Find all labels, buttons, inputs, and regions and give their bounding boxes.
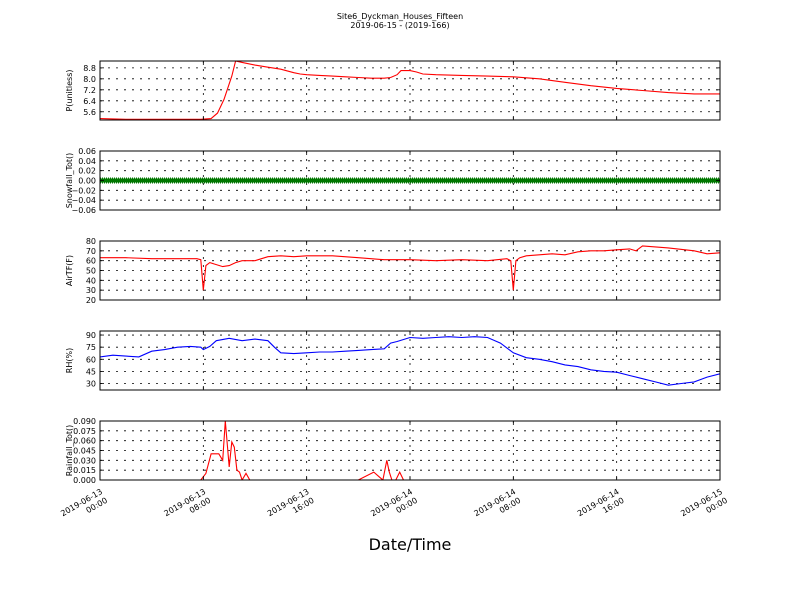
y-tick-label: 0.00 (78, 177, 96, 186)
y-tick-label: −0.04 (71, 196, 96, 205)
panel-0: 5.6 6.4 7.2 8.0 8.8 P(unitless) (65, 60, 721, 121)
x-tick-label: 2019-06-1408:00 (473, 487, 523, 527)
panel-3: 30 45 60 75 90 RH(%) (65, 330, 721, 391)
y-tick-label: 60 (86, 355, 96, 364)
y-axis-label: Snowfall_Tot() (65, 153, 74, 209)
x-tick-label: 2019-06-1500:00 (679, 487, 729, 527)
y-tick-label: 7.2 (83, 86, 96, 95)
panel-1: −0.06−0.04−0.020.000.020.040.06 Snowfall_… (65, 147, 721, 215)
y-tick-label: 8.0 (83, 75, 96, 84)
x-tick-label: 2019-06-1316:00 (266, 487, 316, 527)
y-tick-label: 0.000 (73, 476, 96, 485)
y-tick-label: 90 (86, 331, 96, 340)
x-tick-label: 2019-06-1308:00 (163, 487, 213, 527)
y-axis-label: P(unitless) (65, 69, 74, 111)
y-tick-label: 0.060 (73, 437, 96, 446)
series-line (100, 245, 720, 291)
x-tick-label: 2019-06-1300:00 (59, 487, 109, 527)
y-tick-label: 0.04 (78, 157, 96, 166)
y-tick-label: 60 (86, 257, 96, 266)
panel-4: 0.0000.0150.0300.0450.0600.0750.090Rainf… (65, 417, 721, 485)
y-axis-label: RH(%) (65, 348, 74, 373)
y-tick-label: 20 (86, 296, 96, 305)
y-tick-label: 75 (86, 343, 96, 352)
x-axis-label: Date/Time (369, 535, 452, 554)
series-line (100, 61, 720, 120)
x-tick-label: 2019-06-1400:00 (369, 487, 419, 527)
y-tick-label: 0.030 (73, 456, 96, 465)
y-tick-label: 80 (86, 237, 96, 246)
y-tick-label: 0.06 (78, 147, 96, 156)
y-tick-label: 70 (86, 247, 96, 256)
y-tick-label: 6.4 (83, 97, 96, 106)
y-tick-label: 0.075 (73, 427, 96, 436)
y-tick-label: −0.02 (71, 186, 96, 195)
y-axis-label: Rainfall_Tot() (65, 425, 74, 477)
y-tick-label: 0.090 (73, 417, 96, 426)
y-tick-label: 5.6 (83, 108, 96, 117)
y-tick-label: 30 (86, 286, 96, 295)
y-tick-label: 40 (86, 276, 96, 285)
y-tick-label: 0.02 (78, 167, 96, 176)
chart-title: Site6_Dyckman_Houses_Fifteen (337, 12, 463, 21)
y-axis-label: AirTF(F) (65, 255, 74, 286)
y-tick-label: 45 (86, 367, 96, 376)
series-line (100, 421, 720, 480)
y-tick-label: 0.045 (73, 447, 96, 456)
y-tick-label: 50 (86, 267, 96, 276)
y-tick-label: 8.8 (83, 64, 96, 73)
y-tick-label: 30 (86, 380, 96, 389)
y-tick-label: 0.015 (73, 466, 96, 475)
panels-group: 5.6 6.4 7.2 8.0 8.8 P(unitless) −0.06−0.04−0.0… (59, 60, 729, 527)
y-tick-label: −0.06 (71, 206, 96, 215)
chart-subtitle: 2019-06-15 - (2019-166) (350, 21, 449, 30)
x-tick-label: 2019-06-1416:00 (576, 487, 626, 527)
series-line (100, 336, 720, 386)
